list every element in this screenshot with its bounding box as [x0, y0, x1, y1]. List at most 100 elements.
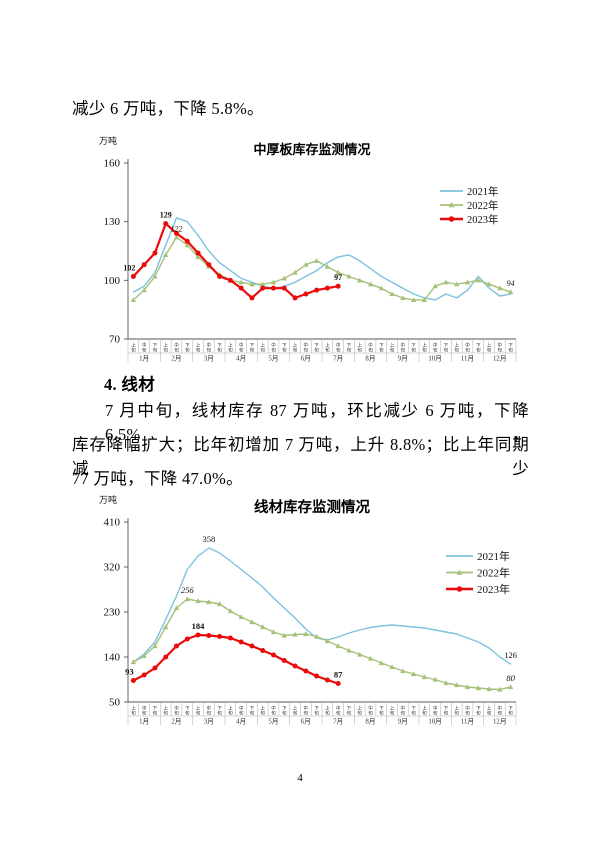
series-marker — [443, 680, 449, 686]
x-tick-period-label: 上旬 — [260, 705, 265, 717]
series-marker — [206, 633, 212, 638]
series-marker — [195, 632, 201, 638]
x-tick-period-label: 下旬 — [444, 706, 449, 717]
y-tick-label: 50 — [109, 697, 121, 709]
series-marker — [410, 671, 417, 677]
series-marker — [475, 685, 481, 691]
x-tick-period-label: 上旬 — [131, 342, 136, 354]
series-marker — [335, 269, 341, 275]
series-marker — [238, 614, 244, 620]
series-line-2022年 — [132, 598, 512, 691]
data-point-label: 358 — [202, 534, 215, 544]
series-marker — [281, 275, 287, 281]
series-marker — [432, 283, 438, 289]
x-month-label: 6月 — [301, 355, 311, 363]
series-marker — [378, 285, 384, 291]
series-marker — [174, 230, 179, 236]
series-marker — [130, 678, 136, 683]
y-tick-label: 160 — [104, 158, 121, 170]
x-tick-period-label: 中旬 — [368, 705, 373, 717]
x-tick-period-label: 下旬 — [250, 343, 255, 354]
legend-label: 2023年 — [467, 213, 499, 226]
x-month-label: 5月 — [268, 718, 278, 726]
series-marker — [173, 605, 180, 611]
x-tick-period-label: 中旬 — [207, 342, 212, 354]
x-month-label: 3月 — [204, 718, 214, 726]
series-marker — [152, 250, 158, 256]
series-line-2021年 — [132, 547, 512, 665]
series-marker — [152, 273, 158, 279]
page-number: 4 — [297, 772, 303, 784]
series-marker — [313, 633, 320, 639]
x-tick-period-label: 下旬 — [444, 343, 449, 354]
series-marker — [227, 277, 233, 283]
x-tick-period-label: 中旬 — [433, 705, 438, 717]
series-marker — [141, 262, 147, 268]
series-marker — [271, 652, 276, 658]
y-axis-unit-label: 万吨 — [99, 494, 117, 505]
x-month-label: 5月 — [268, 355, 278, 363]
series-marker — [206, 262, 212, 268]
x-tick-period-label: 上旬 — [390, 342, 395, 354]
series-marker — [217, 273, 223, 279]
x-tick-period-label: 上旬 — [260, 342, 265, 354]
series-marker — [507, 684, 514, 690]
legend-marker — [448, 202, 455, 208]
x-tick-period-label: 上旬 — [131, 705, 136, 717]
x-tick-period-label: 下旬 — [347, 706, 352, 717]
y-tick-label: 100 — [104, 275, 121, 287]
series-marker — [184, 242, 190, 248]
series-marker — [249, 295, 255, 301]
data-point-label: 184 — [192, 621, 206, 631]
legend-marker — [448, 216, 455, 222]
x-tick-period-label: 下旬 — [217, 343, 222, 354]
x-month-label: 10月 — [428, 355, 442, 363]
series-marker — [507, 289, 514, 295]
series-marker — [281, 285, 287, 291]
series-marker — [163, 221, 169, 227]
x-month-label: 12月 — [493, 718, 507, 726]
x-tick-period-label: 中旬 — [336, 705, 341, 717]
x-tick-period-label: 下旬 — [185, 343, 190, 354]
x-tick-period-label: 上旬 — [293, 342, 298, 354]
series-marker — [324, 263, 331, 269]
series-marker — [217, 634, 223, 639]
series-marker — [184, 636, 190, 642]
x-month-label: 8月 — [365, 355, 375, 363]
x-tick-period-label: 上旬 — [325, 342, 330, 354]
series-marker — [184, 596, 190, 602]
series-marker — [389, 291, 395, 297]
series-marker — [421, 674, 428, 680]
body-paragraph-line: 库存降幅扩大；比年初增加 7 万吨，上升 8.8%；比上年同期减少 — [72, 435, 529, 478]
x-tick-period-label: 中旬 — [498, 705, 503, 717]
series-marker — [152, 665, 158, 671]
series-marker — [432, 676, 438, 682]
series-marker — [400, 668, 406, 674]
series-marker — [454, 682, 460, 688]
series-marker — [227, 635, 233, 641]
x-tick-period-label: 中旬 — [207, 705, 212, 717]
series-marker — [357, 277, 363, 283]
series-marker — [238, 279, 244, 285]
y-tick-label: 140 — [104, 652, 121, 664]
x-tick-period-label: 中旬 — [401, 342, 406, 354]
series-marker — [335, 681, 341, 686]
x-tick-period-label: 上旬 — [454, 342, 459, 354]
series-marker — [249, 643, 255, 649]
series-marker — [141, 672, 147, 678]
x-tick-period-label: 下旬 — [508, 343, 513, 354]
series-marker — [464, 684, 471, 690]
y-tick-label: 130 — [104, 216, 121, 228]
series-marker — [475, 277, 481, 283]
series-marker — [238, 285, 244, 291]
series-marker — [249, 619, 255, 625]
x-tick-period-label: 下旬 — [153, 343, 158, 354]
x-tick-period-label: 中旬 — [239, 342, 244, 354]
series-marker — [260, 648, 266, 653]
series-marker — [400, 295, 406, 301]
x-tick-period-label: 中旬 — [465, 342, 470, 354]
data-point-label: 97 — [334, 273, 342, 282]
legend-marker — [456, 569, 463, 575]
series-marker — [464, 279, 471, 285]
